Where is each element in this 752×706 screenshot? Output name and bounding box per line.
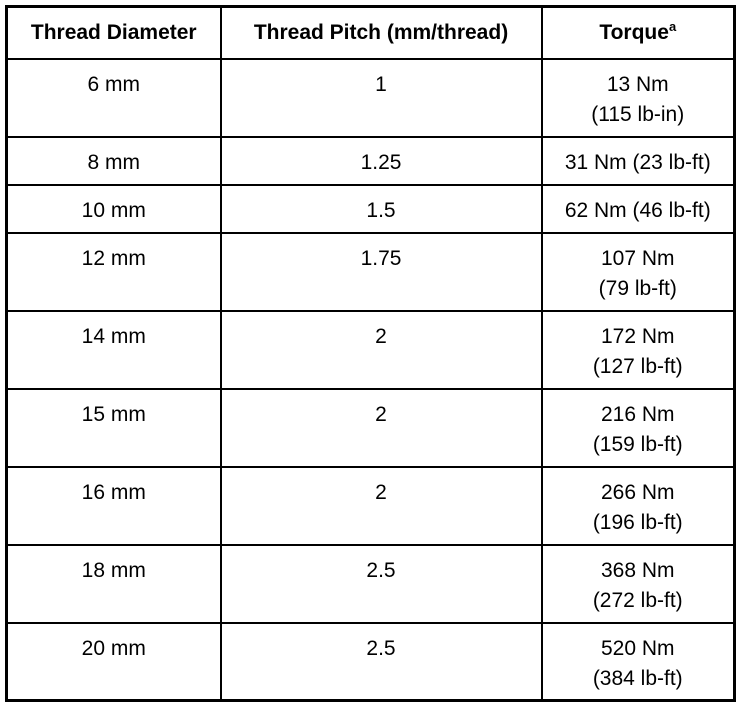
table-row: 16 mm 2 266 Nm (196 lb-ft) xyxy=(5,465,736,546)
torque-line: (159 lb-ft) xyxy=(592,432,683,456)
torque-line: (384 lb-ft) xyxy=(592,666,683,690)
thread-pitch: 1.75 xyxy=(219,231,543,312)
header-text: Torque xyxy=(599,21,669,44)
thread-pitch: 2 xyxy=(219,387,543,468)
table-row: 20 mm 2.5 520 Nm (384 lb-ft) xyxy=(5,621,736,702)
table-row: 18 mm 2.5 368 Nm (272 lb-ft) xyxy=(5,543,736,624)
thread-diameter: 14 mm xyxy=(5,309,222,390)
torque-line: 216 Nm xyxy=(600,402,675,426)
torque-line: (79 lb-ft) xyxy=(598,276,677,300)
torque-line: 31 Nm (23 lb-ft) xyxy=(564,150,711,174)
table-body: 6 mm 1 13 Nm (115 lb-in) 8 mm 1.25 31 Nm (23 l… xyxy=(5,57,736,702)
torque: 107 Nm (79 lb-ft) xyxy=(540,231,736,312)
table-row: 14 mm 2 172 Nm (127 lb-ft) xyxy=(5,309,736,390)
thread-diameter: 20 mm xyxy=(5,621,222,702)
thread-diameter: 8 mm xyxy=(5,135,222,186)
table-row: 6 mm 1 13 Nm (115 lb-in) xyxy=(5,57,736,138)
torque-table: Thread Diameter Thread Pitch (mm/thread) T… xyxy=(5,5,736,702)
thread-diameter: 16 mm xyxy=(5,465,222,546)
torque: 368 Nm (272 lb-ft) xyxy=(540,543,736,624)
torque: 520 Nm (384 lb-ft) xyxy=(540,621,736,702)
torque-line: 172 Nm xyxy=(600,324,675,348)
torque-line: 107 Nm xyxy=(600,246,675,270)
torque: 172 Nm (127 lb-ft) xyxy=(540,309,736,390)
column-header: Torquea xyxy=(540,5,736,60)
header-text: Thread Diameter xyxy=(30,21,197,44)
thread-diameter: 15 mm xyxy=(5,387,222,468)
header-row: Thread Diameter Thread Pitch (mm/thread) T… xyxy=(5,5,736,60)
torque: 13 Nm (115 lb-in) xyxy=(540,57,736,138)
torque-line: 62 Nm (46 lb-ft) xyxy=(564,198,711,222)
thread-diameter: 6 mm xyxy=(5,57,222,138)
thread-pitch: 1.5 xyxy=(219,183,543,234)
thread-pitch: 1 xyxy=(219,57,543,138)
thread-pitch: 2 xyxy=(219,465,543,546)
footnote-marker: a xyxy=(668,19,677,34)
torque: 266 Nm (196 lb-ft) xyxy=(540,465,736,546)
torque-line: (127 lb-ft) xyxy=(592,354,683,378)
thread-diameter: 12 mm xyxy=(5,231,222,312)
table-row: 10 mm 1.5 62 Nm (46 lb-ft) xyxy=(5,183,736,234)
torque-line: 368 Nm xyxy=(600,558,675,582)
torque-line: (115 lb-in) xyxy=(591,102,685,126)
thread-pitch: 2.5 xyxy=(219,543,543,624)
table-row: 8 mm 1.25 31 Nm (23 lb-ft) xyxy=(5,135,736,186)
torque: 216 Nm (159 lb-ft) xyxy=(540,387,736,468)
torque-line: (196 lb-ft) xyxy=(592,510,683,534)
thread-pitch: 1.25 xyxy=(219,135,543,186)
torque-line: 266 Nm xyxy=(600,480,675,504)
table-row: 12 mm 1.75 107 Nm (79 lb-ft) xyxy=(5,231,736,312)
column-header: Thread Diameter xyxy=(5,5,222,60)
torque: 62 Nm (46 lb-ft) xyxy=(540,183,736,234)
thread-pitch: 2 xyxy=(219,309,543,390)
torque-line: 13 Nm xyxy=(606,72,669,96)
column-header: Thread Pitch (mm/thread) xyxy=(219,5,543,60)
thread-diameter: 18 mm xyxy=(5,543,222,624)
torque: 31 Nm (23 lb-ft) xyxy=(540,135,736,186)
table-row: 15 mm 2 216 Nm (159 lb-ft) xyxy=(5,387,736,468)
thread-pitch: 2.5 xyxy=(219,621,543,702)
header-text: Thread Pitch (mm/thread) xyxy=(253,21,509,44)
thread-diameter: 10 mm xyxy=(5,183,222,234)
torque-line: 520 Nm xyxy=(600,636,675,660)
torque-line: (272 lb-ft) xyxy=(592,588,683,612)
